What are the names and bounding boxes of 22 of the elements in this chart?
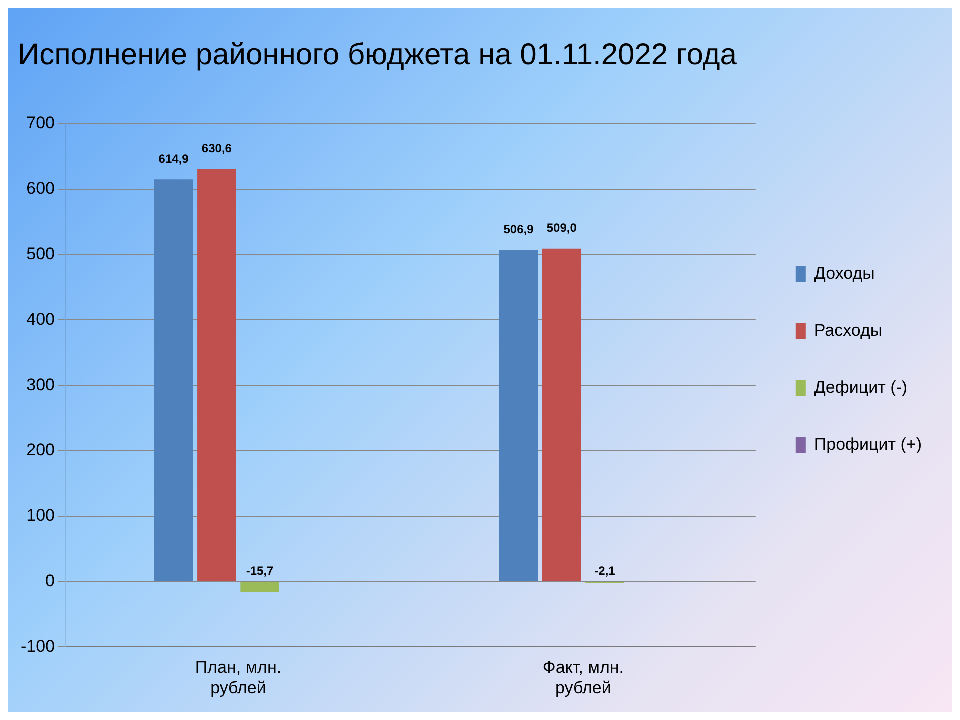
data-label: 509,0 [546,221,578,236]
legend-label: Расходы [814,321,883,340]
y-tick-label: 0 [46,571,56,590]
y-tick-label: 600 [26,179,56,198]
y-tick-label: 400 [26,310,56,329]
legend-label: Профицит (+) [814,435,922,454]
y-tick-label: 500 [26,244,56,264]
x-tick-label: Факт, млн. рублей [542,658,624,698]
legend-label: Доходы [814,264,875,284]
legend-label: Дефицит (-) [814,378,908,398]
data-label: 506,9 [504,222,534,237]
x-tick-label: План, млн. рублей [195,658,282,698]
y-tick-label: -100 [20,636,56,656]
chart-title: Исполнение районного бюджета на 01.11.2022 года [18,38,738,72]
data-label: -15,7 [246,564,274,578]
data-label: 614,9 [158,152,190,166]
y-tick-label: 100 [26,506,56,526]
y-tick-label: 700 [26,114,56,133]
data-label: 630,6 [202,142,232,156]
data-label: -2,1 [594,564,616,578]
y-tick-label: 200 [26,440,56,460]
y-tick-label: 300 [26,375,56,394]
